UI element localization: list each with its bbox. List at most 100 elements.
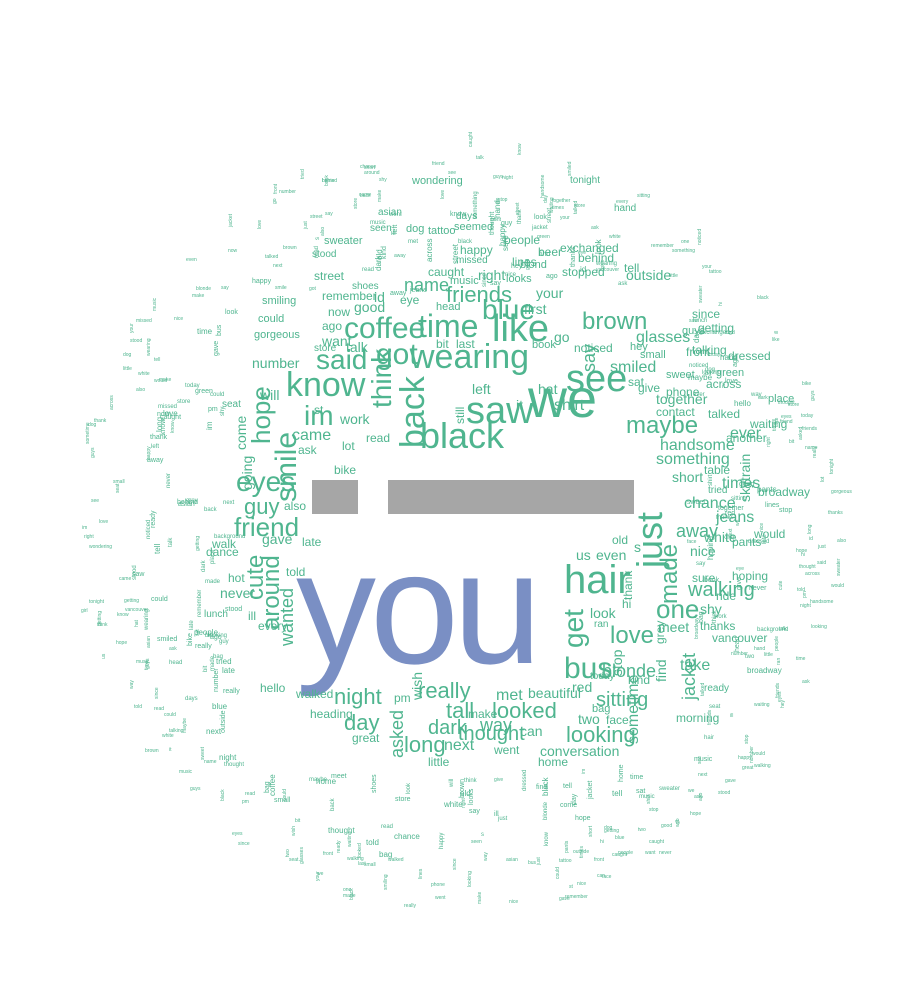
filler-word: way (483, 852, 489, 861)
word: love (610, 622, 655, 649)
word: last (456, 337, 475, 351)
word: walk (212, 537, 237, 551)
filler-word: guys (810, 390, 816, 401)
filler-word: friends (707, 709, 713, 725)
filler-word: street (515, 202, 521, 215)
filler-word: bit (789, 439, 795, 445)
filler-word: never (749, 585, 767, 592)
word: meet (658, 619, 690, 635)
filler-word: say (469, 808, 480, 815)
filler-word: smiled (157, 636, 178, 643)
filler-word: look (406, 782, 412, 794)
word: right (478, 267, 506, 283)
filler-word: pm (208, 406, 218, 413)
word: gorgeous (254, 329, 300, 341)
filler-word: sweet (200, 746, 206, 760)
filler-word: walked (388, 857, 404, 863)
word: also (284, 499, 307, 513)
filler-word: store (574, 203, 586, 209)
word: ill (248, 609, 256, 623)
filler-word: say (490, 280, 501, 287)
filler-word: people (774, 635, 780, 651)
filler-word: really (223, 688, 240, 695)
filler-word: nice (509, 899, 519, 905)
word: wondering (412, 175, 463, 187)
filler-word: talked (265, 254, 279, 260)
word: lot (342, 439, 355, 453)
filler-word: saw (689, 318, 698, 324)
filler-word: smile (275, 285, 287, 291)
word: talking (692, 343, 727, 357)
filler-word: looking (467, 871, 473, 887)
filler-word: wish (291, 825, 297, 836)
filler-word: dark (201, 560, 207, 572)
filler-word: nice (505, 272, 517, 278)
filler-word: head (169, 660, 183, 666)
filler-word: im (205, 421, 214, 430)
filler-word: today (801, 413, 814, 419)
filler-word: sitting (637, 193, 651, 199)
filler-word: dressed (748, 539, 770, 545)
filler-word: read (154, 706, 165, 712)
filler-word: seen (471, 839, 482, 845)
filler-word: ago (210, 634, 222, 641)
filler-word: stop (779, 507, 793, 514)
filler-word: jacket (228, 213, 234, 227)
filler-word: ago (546, 273, 558, 280)
filler-word: jacket (532, 225, 548, 231)
filler-word: gave (213, 340, 220, 356)
filler-word: black (458, 239, 473, 245)
word: id (374, 289, 385, 305)
filler-word: just (536, 857, 542, 865)
filler-word: around (364, 170, 380, 176)
word: talked (708, 407, 741, 421)
filler-word: maybe (182, 717, 188, 733)
filler-word: really (195, 643, 212, 650)
filler-word: day (692, 330, 701, 343)
word: think (366, 348, 397, 408)
filler-word: black (220, 789, 226, 801)
filler-word: know (544, 831, 550, 846)
filler-word: left (151, 444, 160, 450)
filler-word: two (745, 654, 755, 660)
filler-word: tell (563, 783, 572, 790)
filler-word: ago (732, 355, 739, 367)
word: wanted (277, 587, 297, 646)
filler-word: nice (174, 316, 184, 322)
filler-word: know (160, 418, 167, 435)
word: now (328, 305, 351, 319)
filler-word: want (645, 850, 656, 856)
filler-word: got (309, 286, 316, 292)
filler-word: thanks (570, 246, 577, 267)
filler-word: bike (187, 633, 194, 646)
filler-word: hi (718, 302, 724, 306)
word: good (354, 299, 386, 315)
word: your (536, 285, 564, 301)
word: away (676, 521, 719, 541)
filler-word: pants (757, 485, 777, 494)
filler-word: gave (725, 778, 736, 784)
filler-word: great (742, 765, 754, 771)
filler-word: something (672, 248, 696, 254)
filler-word: time (796, 656, 806, 662)
word: happy (460, 243, 493, 257)
filler-word: remember (565, 894, 588, 900)
word: see (566, 358, 628, 400)
filler-word: outside (220, 710, 227, 733)
filler-word: white (138, 371, 150, 377)
filler-word: nice (759, 522, 765, 532)
filler-word: night (502, 175, 513, 181)
word: blonde (602, 661, 657, 681)
filler-word: hope (796, 548, 808, 554)
filler-word: since (154, 687, 160, 699)
filler-word: say (696, 561, 706, 567)
filler-word: night (219, 753, 237, 762)
filler-word: your (702, 264, 712, 270)
filler-word: guy (219, 639, 229, 645)
filler-word: id (809, 536, 813, 542)
filler-word: time (197, 327, 213, 336)
filler-word: store (177, 399, 191, 405)
filler-word: stop (498, 197, 508, 203)
word: today (590, 671, 615, 682)
word: sat (628, 375, 645, 389)
